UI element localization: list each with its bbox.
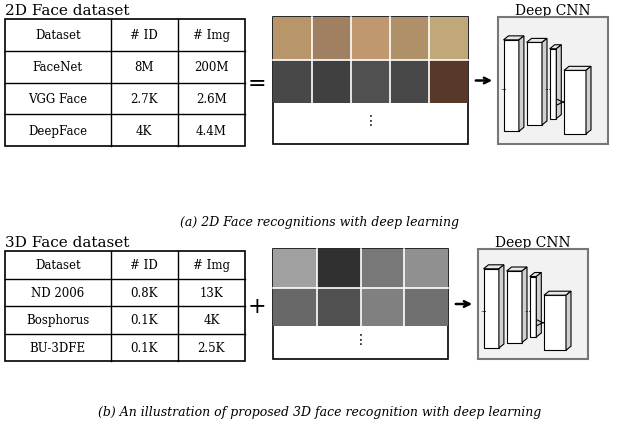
- Polygon shape: [556, 46, 561, 119]
- Bar: [507, 271, 522, 343]
- Text: Dataset: Dataset: [35, 29, 81, 42]
- Bar: [544, 296, 566, 350]
- Text: ⋮: ⋮: [353, 332, 367, 346]
- Text: 4.4M: 4.4M: [196, 124, 227, 137]
- Text: 13K: 13K: [200, 286, 223, 299]
- Polygon shape: [527, 39, 547, 43]
- Text: (b) An illustration of proposed 3D face recognition with deep learning: (b) An illustration of proposed 3D face …: [99, 405, 541, 418]
- Bar: [404, 288, 448, 326]
- Text: ND 2006: ND 2006: [31, 286, 84, 299]
- Text: Bosphorus: Bosphorus: [26, 314, 90, 326]
- Bar: [478, 249, 588, 359]
- Polygon shape: [536, 273, 541, 337]
- Bar: [312, 18, 351, 61]
- Bar: [498, 18, 608, 145]
- Bar: [390, 61, 429, 104]
- Bar: [564, 71, 586, 135]
- Bar: [527, 43, 542, 126]
- Text: 3D Face dataset: 3D Face dataset: [5, 236, 129, 249]
- Bar: [273, 18, 468, 145]
- Bar: [273, 61, 312, 104]
- Bar: [360, 249, 404, 288]
- Polygon shape: [483, 265, 504, 269]
- Bar: [5, 251, 245, 361]
- Text: ...: ...: [500, 85, 507, 91]
- Polygon shape: [519, 37, 524, 132]
- Polygon shape: [566, 291, 571, 350]
- Bar: [5, 20, 245, 147]
- Text: 0.8K: 0.8K: [131, 286, 158, 299]
- Polygon shape: [507, 268, 527, 271]
- Text: ⋮: ⋮: [364, 113, 378, 127]
- Text: 0.1K: 0.1K: [131, 341, 158, 354]
- Text: 200M: 200M: [194, 61, 228, 74]
- Polygon shape: [499, 265, 504, 348]
- Polygon shape: [530, 273, 541, 277]
- Bar: [530, 277, 536, 337]
- Text: Deep CNN: Deep CNN: [515, 4, 591, 18]
- Text: BU-3DFE: BU-3DFE: [29, 341, 86, 354]
- Text: VGG Face: VGG Face: [28, 93, 88, 106]
- Text: # ID: # ID: [131, 259, 158, 272]
- Polygon shape: [544, 291, 571, 296]
- Bar: [429, 61, 468, 104]
- Text: 4K: 4K: [136, 124, 152, 137]
- Polygon shape: [586, 67, 591, 135]
- Text: DeepFace: DeepFace: [28, 124, 88, 137]
- Bar: [273, 18, 312, 61]
- Text: 2.6M: 2.6M: [196, 93, 227, 106]
- Text: +: +: [248, 295, 266, 317]
- Bar: [273, 288, 317, 326]
- Text: # Img: # Img: [193, 259, 230, 272]
- Bar: [312, 61, 351, 104]
- Bar: [504, 41, 519, 132]
- Text: FaceNet: FaceNet: [33, 61, 83, 74]
- Bar: [483, 269, 499, 348]
- Text: # Img: # Img: [193, 29, 230, 42]
- Text: 2D Face dataset: 2D Face dataset: [5, 4, 129, 18]
- Polygon shape: [564, 67, 591, 71]
- Bar: [317, 288, 360, 326]
- Text: 8M: 8M: [134, 61, 154, 74]
- Text: ...: ...: [480, 307, 487, 313]
- Bar: [351, 18, 390, 61]
- Bar: [273, 249, 448, 359]
- Bar: [351, 61, 390, 104]
- Text: (a) 2D Face recognitions with deep learning: (a) 2D Face recognitions with deep learn…: [180, 216, 460, 228]
- Bar: [390, 18, 429, 61]
- Text: 2.7K: 2.7K: [131, 93, 158, 106]
- Text: =: =: [248, 72, 266, 94]
- Bar: [550, 50, 556, 119]
- Bar: [429, 18, 468, 61]
- Polygon shape: [522, 268, 527, 343]
- Bar: [404, 249, 448, 288]
- Text: ...: ...: [544, 85, 551, 91]
- Polygon shape: [504, 37, 524, 41]
- Text: 4K: 4K: [204, 314, 220, 326]
- Bar: [360, 288, 404, 326]
- Text: Deep CNN: Deep CNN: [495, 236, 571, 249]
- Text: Dataset: Dataset: [35, 259, 81, 272]
- Text: 0.1K: 0.1K: [131, 314, 158, 326]
- Bar: [273, 249, 317, 288]
- Text: ...: ...: [524, 307, 531, 313]
- Polygon shape: [550, 46, 561, 50]
- Bar: [317, 249, 360, 288]
- Text: 2.5K: 2.5K: [198, 341, 225, 354]
- Text: # ID: # ID: [131, 29, 158, 42]
- Polygon shape: [542, 39, 547, 126]
